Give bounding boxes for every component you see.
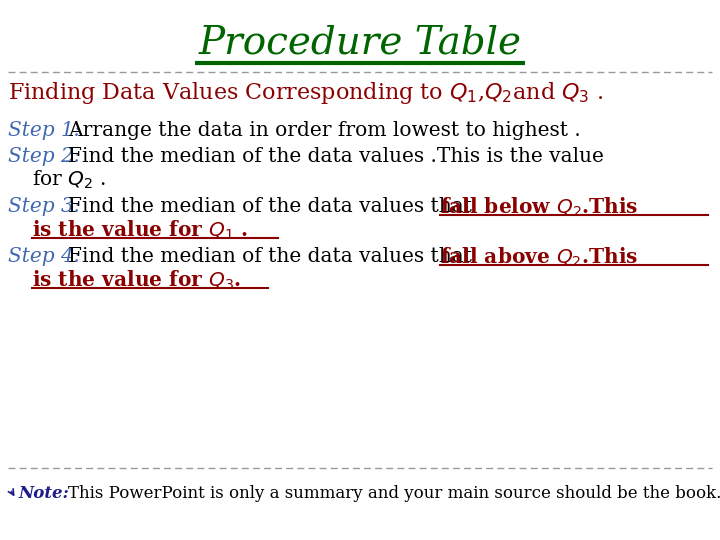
Text: for $Q_2$ .: for $Q_2$ . <box>32 169 106 191</box>
Text: is the value for $Q_3$.: is the value for $Q_3$. <box>32 268 241 292</box>
Text: Find the median of the data values that: Find the median of the data values that <box>68 198 478 217</box>
Text: Note:: Note: <box>18 484 68 502</box>
Text: Step 3:: Step 3: <box>8 198 81 217</box>
Text: Arrange the data in order from lowest to highest .: Arrange the data in order from lowest to… <box>68 122 581 140</box>
Text: Finding Data Values Corresponding to $Q_1$,$Q_2$and $Q_3$ .: Finding Data Values Corresponding to $Q_… <box>8 80 603 106</box>
Text: Step 2:: Step 2: <box>8 147 81 166</box>
Text: is the value for $Q_1$ .: is the value for $Q_1$ . <box>32 218 248 241</box>
Text: Find the median of the data values .This is the value: Find the median of the data values .This… <box>68 147 604 166</box>
Text: fall above $Q_2$.This: fall above $Q_2$.This <box>440 245 638 268</box>
Text: fall below $Q_2$.This: fall below $Q_2$.This <box>440 195 639 219</box>
Text: Find the median of the data values that: Find the median of the data values that <box>68 247 478 267</box>
Text: Step 1:: Step 1: <box>8 122 81 140</box>
Text: Procedure Table: Procedure Table <box>199 24 521 62</box>
Text: Step 4:: Step 4: <box>8 247 81 267</box>
Text: This PowerPoint is only a summary and your main source should be the book.: This PowerPoint is only a summary and yo… <box>68 484 720 502</box>
